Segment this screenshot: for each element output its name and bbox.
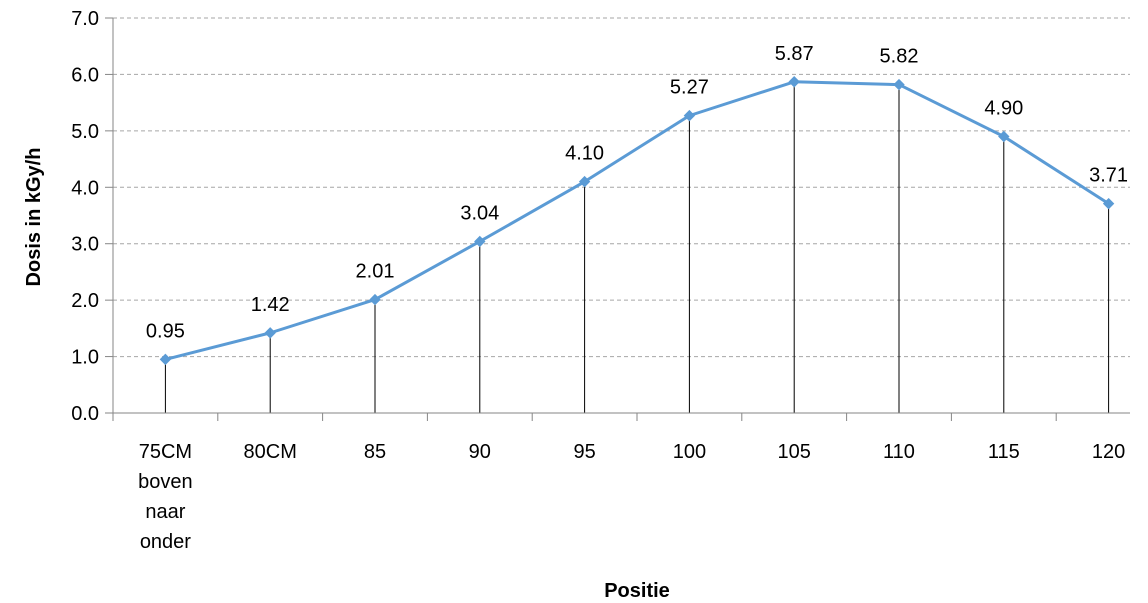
y-tick-label: 5.0 — [71, 121, 99, 143]
y-tick-label: 4.0 — [71, 177, 99, 199]
data-label: 3.04 — [460, 202, 499, 224]
x-tick-label: 110 — [883, 441, 915, 463]
x-tick-label: 90 — [469, 441, 491, 463]
data-point — [1102, 197, 1115, 210]
data-label: 4.10 — [565, 143, 604, 165]
data-point — [159, 353, 172, 366]
x-tick-labels: 75CM boven naar onder 80CM 85 90 95 100 105 110 115… — [138, 441, 1125, 553]
y-tick-label: 7.0 — [71, 8, 99, 30]
data-point — [369, 293, 381, 306]
y-tick-label: 3.0 — [71, 234, 99, 256]
x-axis-title: Positie — [604, 580, 670, 602]
x-tick-label: 120 — [1092, 441, 1125, 463]
x-tick-label: 100 — [673, 441, 706, 463]
data-point — [998, 130, 1010, 143]
y-axis-title: Dosis in kGy/h — [23, 148, 45, 287]
x-tick-label: 80CM — [244, 441, 297, 463]
data-labels: 0.95 1.42 2.01 3.04 4.10 5.27 5.87 5.82 4.90 3.71 — [146, 43, 1128, 343]
data-label: 1.42 — [251, 294, 290, 316]
data-label: 2.01 — [356, 261, 395, 283]
x-tick-label: 115 — [988, 441, 1020, 463]
data-point — [578, 175, 591, 188]
data-markers — [159, 76, 1115, 366]
data-label: 5.27 — [670, 77, 709, 99]
y-tick-label: 6.0 — [71, 64, 99, 86]
y-tick-label: 2.0 — [71, 290, 99, 312]
x-tick-label: 85 — [364, 441, 386, 463]
data-label: 0.95 — [146, 320, 185, 342]
data-label: 3.71 — [1089, 165, 1128, 187]
y-tick-labels: 0.0 1.0 2.0 3.0 4.0 5.0 6.0 7.0 — [71, 8, 99, 425]
data-label: 4.90 — [984, 98, 1023, 120]
data-point — [264, 327, 276, 339]
data-point — [683, 109, 696, 122]
data-label: 5.82 — [880, 46, 919, 68]
drop-lines — [164, 81, 1110, 413]
x-tick-label: 95 — [573, 441, 595, 463]
data-label: 5.87 — [775, 43, 814, 65]
y-tick-label: 1.0 — [71, 347, 99, 369]
axes — [105, 17, 1130, 421]
series-line — [165, 80, 1110, 361]
data-point — [893, 78, 905, 91]
series-line-path — [165, 80, 1110, 361]
data-point — [788, 76, 800, 88]
x-tick-label: 75CM boven naar onder — [138, 441, 193, 553]
x-tick-label: 105 — [778, 441, 811, 463]
gridlines — [113, 17, 1130, 358]
y-tick-label: 0.0 — [71, 403, 99, 425]
data-point — [474, 235, 486, 248]
